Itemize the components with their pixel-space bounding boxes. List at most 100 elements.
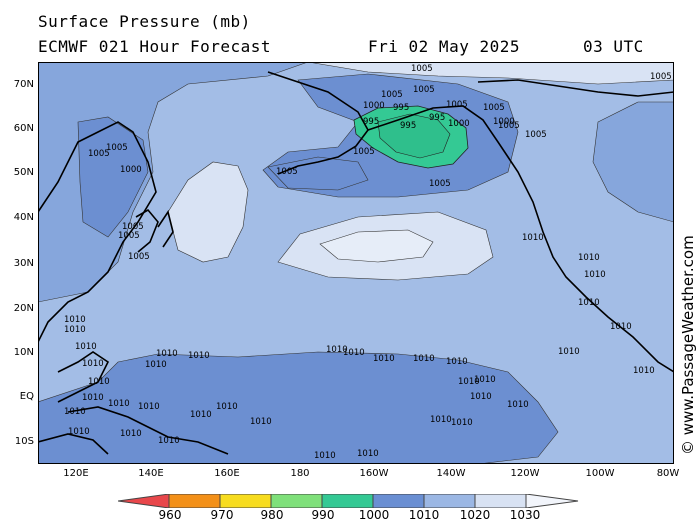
isobar-label: 1010: [578, 298, 600, 308]
isobar-label: 1005: [429, 179, 451, 189]
isobar-label: 1010: [343, 348, 365, 358]
isobar-label: 1005: [413, 85, 435, 95]
isobar-label: 995: [393, 103, 409, 113]
colorbar-label: 960: [158, 508, 182, 522]
model-label: ECMWF 021 Hour Forecast: [38, 37, 272, 56]
isobar-label: 1010: [522, 233, 544, 243]
colorbar-label: 990: [311, 508, 335, 522]
isobar-label: 1005: [381, 90, 403, 100]
colorbar-segment: [474, 494, 527, 508]
isobar-label: 1005: [525, 130, 547, 140]
isobar-label: 1000: [448, 119, 470, 129]
isobar-label: 1005: [446, 100, 468, 110]
isobar-label: 1010: [64, 325, 86, 335]
forecast-time: 03 UTC: [583, 37, 644, 56]
isobar-label: 1010: [474, 375, 496, 385]
high-pressure-arctic: [307, 62, 674, 85]
isobar-label: 1005: [122, 222, 144, 232]
isobar-label: 1010: [68, 427, 90, 437]
lon-label-80w: 80W: [656, 468, 680, 479]
colorbar-segment: [423, 494, 476, 508]
colorbar-label: 1030: [509, 508, 541, 522]
isobar-label: 1010: [158, 436, 180, 446]
isobar-label: 1010: [458, 377, 480, 387]
pressure-colorbar: [118, 494, 579, 508]
watermark: © www.PassageWeather.com: [679, 235, 697, 455]
isobar-label-group: 1005 1005 1005 1000 995 995 995 995 1000…: [64, 64, 672, 461]
isobar-label: 1010: [578, 253, 600, 263]
lon-label-140w: 140W: [436, 468, 466, 479]
lon-label-100w: 100W: [585, 468, 615, 479]
low-pressure-tropics: [38, 351, 559, 464]
isobar-label: 1005: [353, 147, 375, 157]
map-border: [38, 62, 674, 464]
low-pressure-aleutian: [267, 156, 369, 191]
coastlines: [38, 71, 674, 455]
colorbar-segment: [270, 494, 323, 508]
lon-label-120w: 120W: [510, 468, 540, 479]
isobar-label: 1010: [446, 357, 468, 367]
isobar-label: 1010: [188, 351, 210, 361]
isobar-label: 1010: [413, 354, 435, 364]
isobar-label: 1005: [118, 231, 140, 241]
lon-label-180: 180: [290, 468, 310, 479]
isobar-label: 1010: [558, 347, 580, 357]
isobar-label: 1010: [88, 377, 110, 387]
isobar-label: 1010: [156, 349, 178, 359]
isobar-label: 1005: [128, 252, 150, 262]
isobar-label: 1000: [493, 117, 515, 127]
lat-label-60n: 60N: [13, 123, 34, 134]
isobar-label: 1010: [610, 322, 632, 332]
isobar-label: 1005: [88, 149, 110, 159]
isobar-label: 1010: [470, 392, 492, 402]
isobar-label: 1010: [64, 315, 86, 325]
isobar-label: 1010: [64, 407, 86, 417]
chart-title: Surface Pressure (mb): [38, 12, 251, 31]
low-center-inner: [377, 113, 451, 159]
lat-label-30n: 30N: [13, 258, 34, 269]
colorbar-label: 1020: [459, 508, 491, 522]
isobar-label: 1010: [633, 366, 655, 376]
colorbar-label: 1010: [408, 508, 440, 522]
isobar-label: 1000: [363, 101, 385, 111]
forecast-date: Fri 02 May 2025: [368, 37, 520, 56]
colorbar-segment: [219, 494, 272, 508]
lon-label-120e: 120E: [63, 468, 89, 479]
isobar-label: 1010: [145, 360, 167, 370]
isobar-label: 995: [429, 113, 445, 123]
isobar-label: 1010: [314, 451, 336, 461]
isobar-label: 995: [400, 121, 416, 131]
isobar-label: 1000: [120, 165, 142, 175]
low-pressure-asia: [77, 116, 149, 238]
isobar-label: 1005: [650, 72, 672, 82]
isobar-label: 1010: [451, 418, 473, 428]
lat-label-20n: 20N: [13, 303, 34, 314]
isobar-label: 995: [363, 117, 379, 127]
high-pressure-west-pacific: [167, 161, 249, 263]
isobar-label: 1010: [75, 342, 97, 352]
watermark-text: © www.PassageWeather.com: [679, 235, 697, 455]
isobar-label: 1005: [106, 143, 128, 153]
isobar-label: 1005: [411, 64, 433, 74]
colorbar-segment: [118, 494, 170, 508]
isobar-label: 1010: [82, 393, 104, 403]
isobar-label: 1010: [138, 402, 160, 412]
colorbar-label: 1000: [358, 508, 390, 522]
isobar-label: 1005: [276, 167, 298, 177]
lat-label-70n: 70N: [13, 79, 34, 90]
isobar-label: 1010: [326, 345, 348, 355]
isobar-label: 1005: [498, 121, 520, 131]
colorbar-label: 980: [260, 508, 284, 522]
colorbar-segment: [372, 494, 425, 508]
lat-label-10n: 10N: [13, 347, 34, 358]
isobar-label: 1010: [216, 402, 238, 412]
isobar-label: 1010: [373, 354, 395, 364]
lon-label-140e: 140E: [138, 468, 164, 479]
colorbar-segment: [525, 494, 579, 508]
isobar-label: 1010: [190, 410, 212, 420]
pressure-map[interactable]: 1005 1005 1005 1000 995 995 995 995 1000…: [38, 62, 674, 464]
isobar-label: 1010: [120, 429, 142, 439]
isobar-label: 1010: [250, 417, 272, 427]
lat-label-40n: 40N: [13, 212, 34, 223]
isobar-label: 1010: [430, 415, 452, 425]
